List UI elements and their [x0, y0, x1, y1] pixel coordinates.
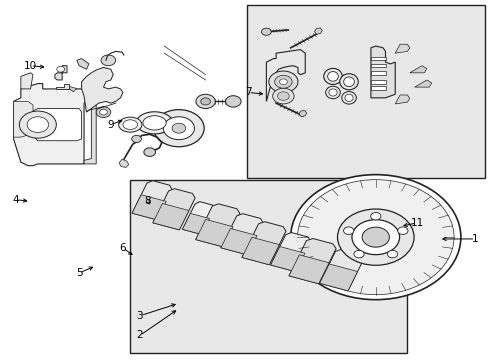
Circle shape: [131, 135, 141, 143]
Polygon shape: [153, 203, 188, 230]
Circle shape: [362, 227, 388, 247]
Polygon shape: [81, 67, 122, 112]
Polygon shape: [30, 109, 81, 141]
Polygon shape: [242, 222, 285, 265]
Bar: [130, 180, 407, 353]
Ellipse shape: [343, 77, 354, 87]
Circle shape: [153, 110, 203, 147]
Polygon shape: [370, 46, 394, 98]
Polygon shape: [132, 195, 166, 220]
Text: 10: 10: [24, 61, 37, 71]
Polygon shape: [132, 181, 172, 220]
Circle shape: [397, 227, 407, 234]
Circle shape: [172, 123, 185, 133]
Polygon shape: [182, 213, 209, 234]
Ellipse shape: [339, 74, 358, 90]
Circle shape: [274, 75, 291, 88]
Polygon shape: [394, 44, 409, 53]
Circle shape: [268, 71, 297, 93]
Circle shape: [20, 111, 56, 138]
Polygon shape: [288, 239, 335, 284]
Circle shape: [100, 109, 107, 115]
Polygon shape: [409, 66, 426, 73]
Polygon shape: [270, 247, 305, 272]
Circle shape: [225, 96, 241, 107]
Ellipse shape: [323, 68, 342, 85]
Circle shape: [27, 117, 48, 132]
Polygon shape: [21, 73, 33, 89]
Circle shape: [196, 94, 215, 109]
Circle shape: [261, 28, 271, 35]
Polygon shape: [319, 249, 363, 291]
Ellipse shape: [327, 72, 338, 81]
Polygon shape: [298, 111, 306, 117]
Ellipse shape: [122, 120, 137, 130]
Polygon shape: [221, 229, 257, 255]
Polygon shape: [55, 66, 67, 80]
Bar: [370, 86, 385, 90]
Bar: [370, 71, 385, 75]
Bar: [370, 64, 385, 67]
Circle shape: [290, 175, 460, 300]
Ellipse shape: [344, 94, 352, 102]
Circle shape: [201, 98, 210, 105]
Ellipse shape: [118, 117, 142, 132]
Circle shape: [370, 212, 380, 220]
Circle shape: [272, 88, 293, 104]
Circle shape: [297, 180, 453, 295]
Bar: [246, 5, 484, 178]
Polygon shape: [319, 264, 357, 291]
Text: 7: 7: [244, 87, 251, 98]
Polygon shape: [394, 95, 409, 104]
Polygon shape: [221, 214, 263, 255]
Ellipse shape: [341, 91, 356, 104]
Polygon shape: [119, 159, 128, 167]
Text: 1: 1: [471, 234, 478, 244]
Ellipse shape: [328, 89, 336, 96]
Polygon shape: [270, 233, 310, 272]
Polygon shape: [195, 219, 233, 247]
Text: 11: 11: [409, 218, 423, 228]
Polygon shape: [77, 59, 89, 69]
Polygon shape: [153, 189, 195, 230]
Polygon shape: [69, 86, 77, 92]
Polygon shape: [314, 28, 322, 34]
Polygon shape: [414, 80, 431, 87]
Polygon shape: [14, 102, 33, 137]
Text: 9: 9: [107, 120, 114, 130]
Circle shape: [279, 79, 287, 85]
Circle shape: [343, 227, 353, 234]
Bar: [370, 57, 385, 60]
Circle shape: [163, 117, 194, 140]
Circle shape: [277, 92, 288, 100]
Text: 8: 8: [143, 196, 150, 206]
Circle shape: [337, 209, 413, 265]
Polygon shape: [195, 204, 239, 247]
Circle shape: [57, 66, 64, 72]
Text: 4: 4: [13, 195, 19, 204]
Ellipse shape: [325, 86, 340, 99]
Circle shape: [101, 55, 116, 66]
Polygon shape: [84, 102, 96, 164]
Polygon shape: [182, 202, 214, 234]
Polygon shape: [266, 50, 305, 102]
Circle shape: [351, 220, 399, 255]
Circle shape: [386, 250, 397, 258]
Text: 2: 2: [136, 330, 143, 341]
Text: 3: 3: [136, 311, 143, 321]
Text: 6: 6: [120, 243, 126, 253]
Circle shape: [96, 107, 111, 117]
Circle shape: [143, 148, 155, 157]
Polygon shape: [288, 255, 328, 284]
Circle shape: [353, 250, 364, 258]
Bar: [370, 80, 385, 84]
Ellipse shape: [142, 116, 166, 130]
Text: 5: 5: [76, 268, 82, 278]
Polygon shape: [242, 237, 279, 265]
Polygon shape: [56, 84, 69, 89]
Ellipse shape: [136, 112, 172, 134]
Polygon shape: [14, 84, 96, 166]
